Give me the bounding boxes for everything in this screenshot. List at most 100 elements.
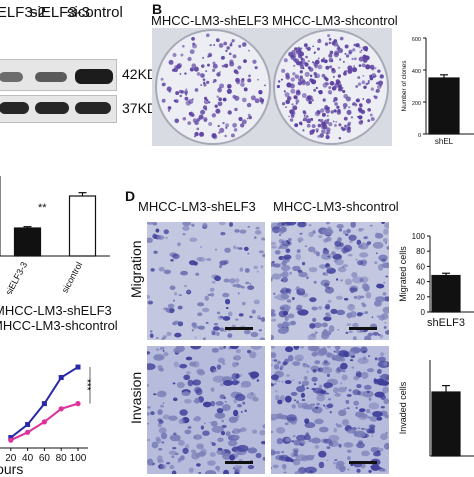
colony-dot	[182, 44, 185, 48]
cell-spot	[241, 301, 246, 306]
cell-spot	[206, 257, 212, 262]
cell-spot	[297, 309, 309, 316]
colony-dot	[188, 111, 194, 117]
colony-dot	[228, 52, 232, 56]
series-point	[75, 364, 81, 370]
panel-letter-b: B	[152, 1, 163, 17]
cell-spot	[363, 384, 372, 390]
colony-dot	[211, 113, 217, 118]
cell-spot	[290, 391, 298, 397]
colony-dot	[328, 41, 331, 45]
cell-spot	[191, 329, 194, 332]
cell-spot	[308, 246, 316, 253]
cell-spot	[351, 366, 355, 369]
cell-spot	[360, 346, 368, 354]
cell-spot	[237, 292, 240, 295]
cell-spot	[219, 260, 228, 266]
cell-spot	[158, 267, 165, 272]
cell-spot	[218, 222, 226, 226]
colony-dot	[328, 122, 333, 127]
cell-spot	[372, 241, 384, 249]
cell-spot	[292, 265, 301, 272]
cell-spot	[281, 277, 289, 283]
cell-spot	[335, 463, 343, 470]
cell-spot	[369, 415, 378, 422]
cell-spot	[190, 449, 197, 454]
colony-dot	[303, 117, 308, 122]
cell-spot	[216, 448, 226, 455]
cell-spot	[147, 351, 150, 355]
cell-spot	[374, 357, 378, 361]
colony-dot	[199, 131, 205, 137]
colony-dot	[317, 64, 323, 70]
cell-spot	[380, 373, 389, 381]
cell-spot	[150, 411, 155, 415]
colony-dot	[252, 59, 257, 64]
colony-dot	[305, 55, 308, 59]
cell-spot	[334, 392, 341, 397]
cell-spot	[255, 226, 260, 230]
cell-spot	[288, 292, 291, 295]
cell-spot	[191, 223, 195, 227]
colony-dot	[328, 86, 332, 90]
cell-spot	[217, 447, 223, 451]
cell-spot	[286, 374, 290, 377]
colony-dot	[213, 78, 217, 83]
cell-spot	[222, 453, 232, 460]
colony-dot	[217, 101, 223, 107]
colony-dot	[357, 76, 361, 80]
cell-spot	[235, 318, 239, 321]
cell-spot	[214, 412, 226, 419]
band-label-42kd: 42KD	[122, 66, 158, 82]
cell-spot	[342, 230, 347, 235]
cell-spot	[186, 371, 191, 375]
colony-dot	[353, 57, 357, 61]
colony-dot	[230, 41, 233, 44]
x-tick-label: 60	[39, 453, 51, 464]
cell-spot	[163, 269, 172, 275]
cell-spot	[249, 282, 252, 285]
colony-dot	[208, 122, 213, 127]
cell-spot	[296, 454, 308, 462]
colony-dot	[295, 102, 298, 105]
colony-dot	[179, 94, 183, 98]
colony-dot	[224, 134, 227, 138]
cell-spot	[312, 369, 317, 373]
cell-spot	[202, 222, 208, 228]
cell-spot	[182, 222, 192, 227]
cell-spot	[198, 471, 202, 474]
cell-spot	[271, 448, 276, 456]
cell-spot	[155, 228, 160, 233]
colony-dot	[223, 63, 229, 68]
colony-dot	[227, 110, 232, 115]
cell-spot	[168, 415, 178, 421]
colony-dot	[359, 104, 363, 108]
colony-dot	[345, 54, 350, 58]
colony-dot	[317, 57, 320, 60]
cell-spot	[147, 422, 150, 425]
cell-spot	[251, 309, 256, 314]
series-point	[41, 419, 48, 425]
cell-spot	[160, 432, 168, 440]
cell-spot	[327, 299, 332, 303]
cell-spot	[172, 299, 176, 302]
cell-spot	[188, 260, 197, 266]
colony-dot	[373, 95, 376, 98]
cell-spot	[247, 225, 251, 228]
cell-spot	[360, 312, 364, 315]
cell-spot	[273, 292, 276, 296]
cell-spot	[326, 459, 329, 462]
cell-spot	[288, 237, 292, 242]
cell-spot	[184, 285, 188, 288]
colony-dot	[305, 47, 308, 49]
colony-dot	[232, 54, 237, 59]
chart-migrated-cells: 0 20 40 60 80 100 Migrated cells shELF3	[398, 232, 474, 329]
cell-spot	[336, 309, 346, 316]
cell-spot	[254, 230, 262, 235]
y-tick-label: 80	[416, 247, 425, 256]
colony-dot	[204, 107, 208, 111]
cell-spot	[182, 272, 188, 276]
cell-spot	[229, 346, 239, 350]
y-axis-label: Migrated cells	[398, 246, 408, 302]
chart-invaded-cells: Invaded cells	[398, 360, 474, 457]
